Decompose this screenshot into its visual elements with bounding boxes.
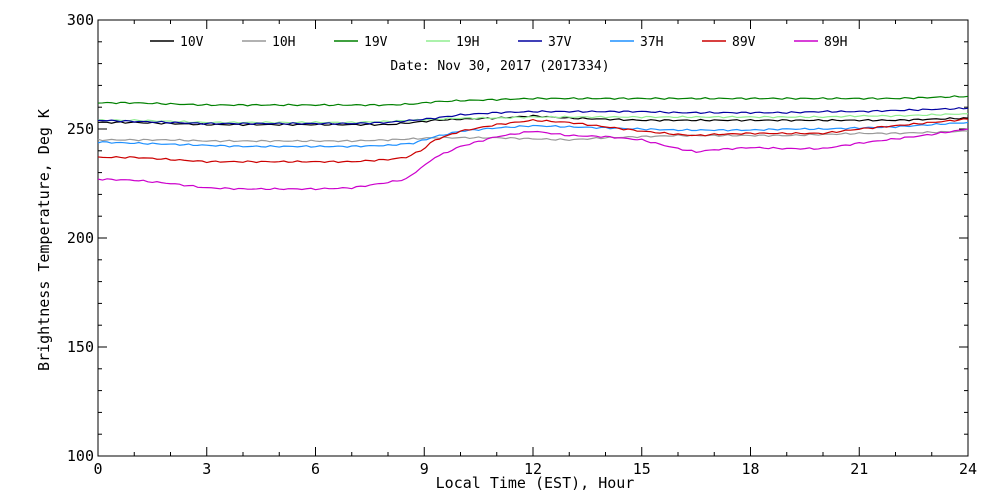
x-tick-label: 24 (959, 460, 977, 478)
y-tick-label: 300 (67, 11, 94, 29)
series-line-89v (97, 118, 969, 164)
x-tick-label: 18 (741, 460, 759, 478)
series-line-37h (97, 121, 969, 148)
legend-label-89v: 89V (732, 35, 756, 50)
x-tick-label: 15 (633, 460, 651, 478)
x-tick-label: 6 (311, 460, 320, 478)
legend-label-10h: 10H (272, 35, 295, 50)
x-tick-label: 12 (524, 460, 542, 478)
legend-label-10v: 10V (180, 35, 204, 50)
axis-tick-labels: 0 3 6 9 12 15 18 21 24 100 150 200 250 300 (67, 11, 977, 478)
series-line-19v (97, 95, 969, 107)
series-line-37v (97, 107, 969, 125)
axis-ticks (97, 19, 969, 457)
x-tick-label: 9 (420, 460, 429, 478)
x-axis-title: Local Time (EST), Hour (436, 474, 635, 492)
plot-frame (97, 19, 969, 457)
legend-label-37v: 37V (548, 35, 572, 50)
y-tick-label: 250 (67, 120, 94, 138)
series-lines (97, 95, 969, 191)
legend: 10V 10H 19V 19H 37V 37H 89V 89H (150, 35, 847, 50)
x-tick-label: 0 (93, 460, 102, 478)
y-tick-label: 100 (67, 447, 94, 465)
legend-label-19v: 19V (364, 35, 388, 50)
legend-label-89h: 89H (824, 35, 847, 50)
series-line-89h (97, 128, 969, 191)
legend-label-37h: 37H (640, 35, 663, 50)
series-line-10v (97, 114, 969, 127)
x-tick-label: 3 (202, 460, 211, 478)
y-tick-label: 150 (67, 338, 94, 356)
y-tick-label: 200 (67, 229, 94, 247)
legend-label-19h: 19H (456, 35, 479, 50)
date-annotation: Date: Nov 30, 2017 (2017334) (390, 59, 609, 74)
y-axis-title: Brightness Temperature, Deg K (35, 109, 53, 371)
x-tick-label: 21 (850, 460, 868, 478)
